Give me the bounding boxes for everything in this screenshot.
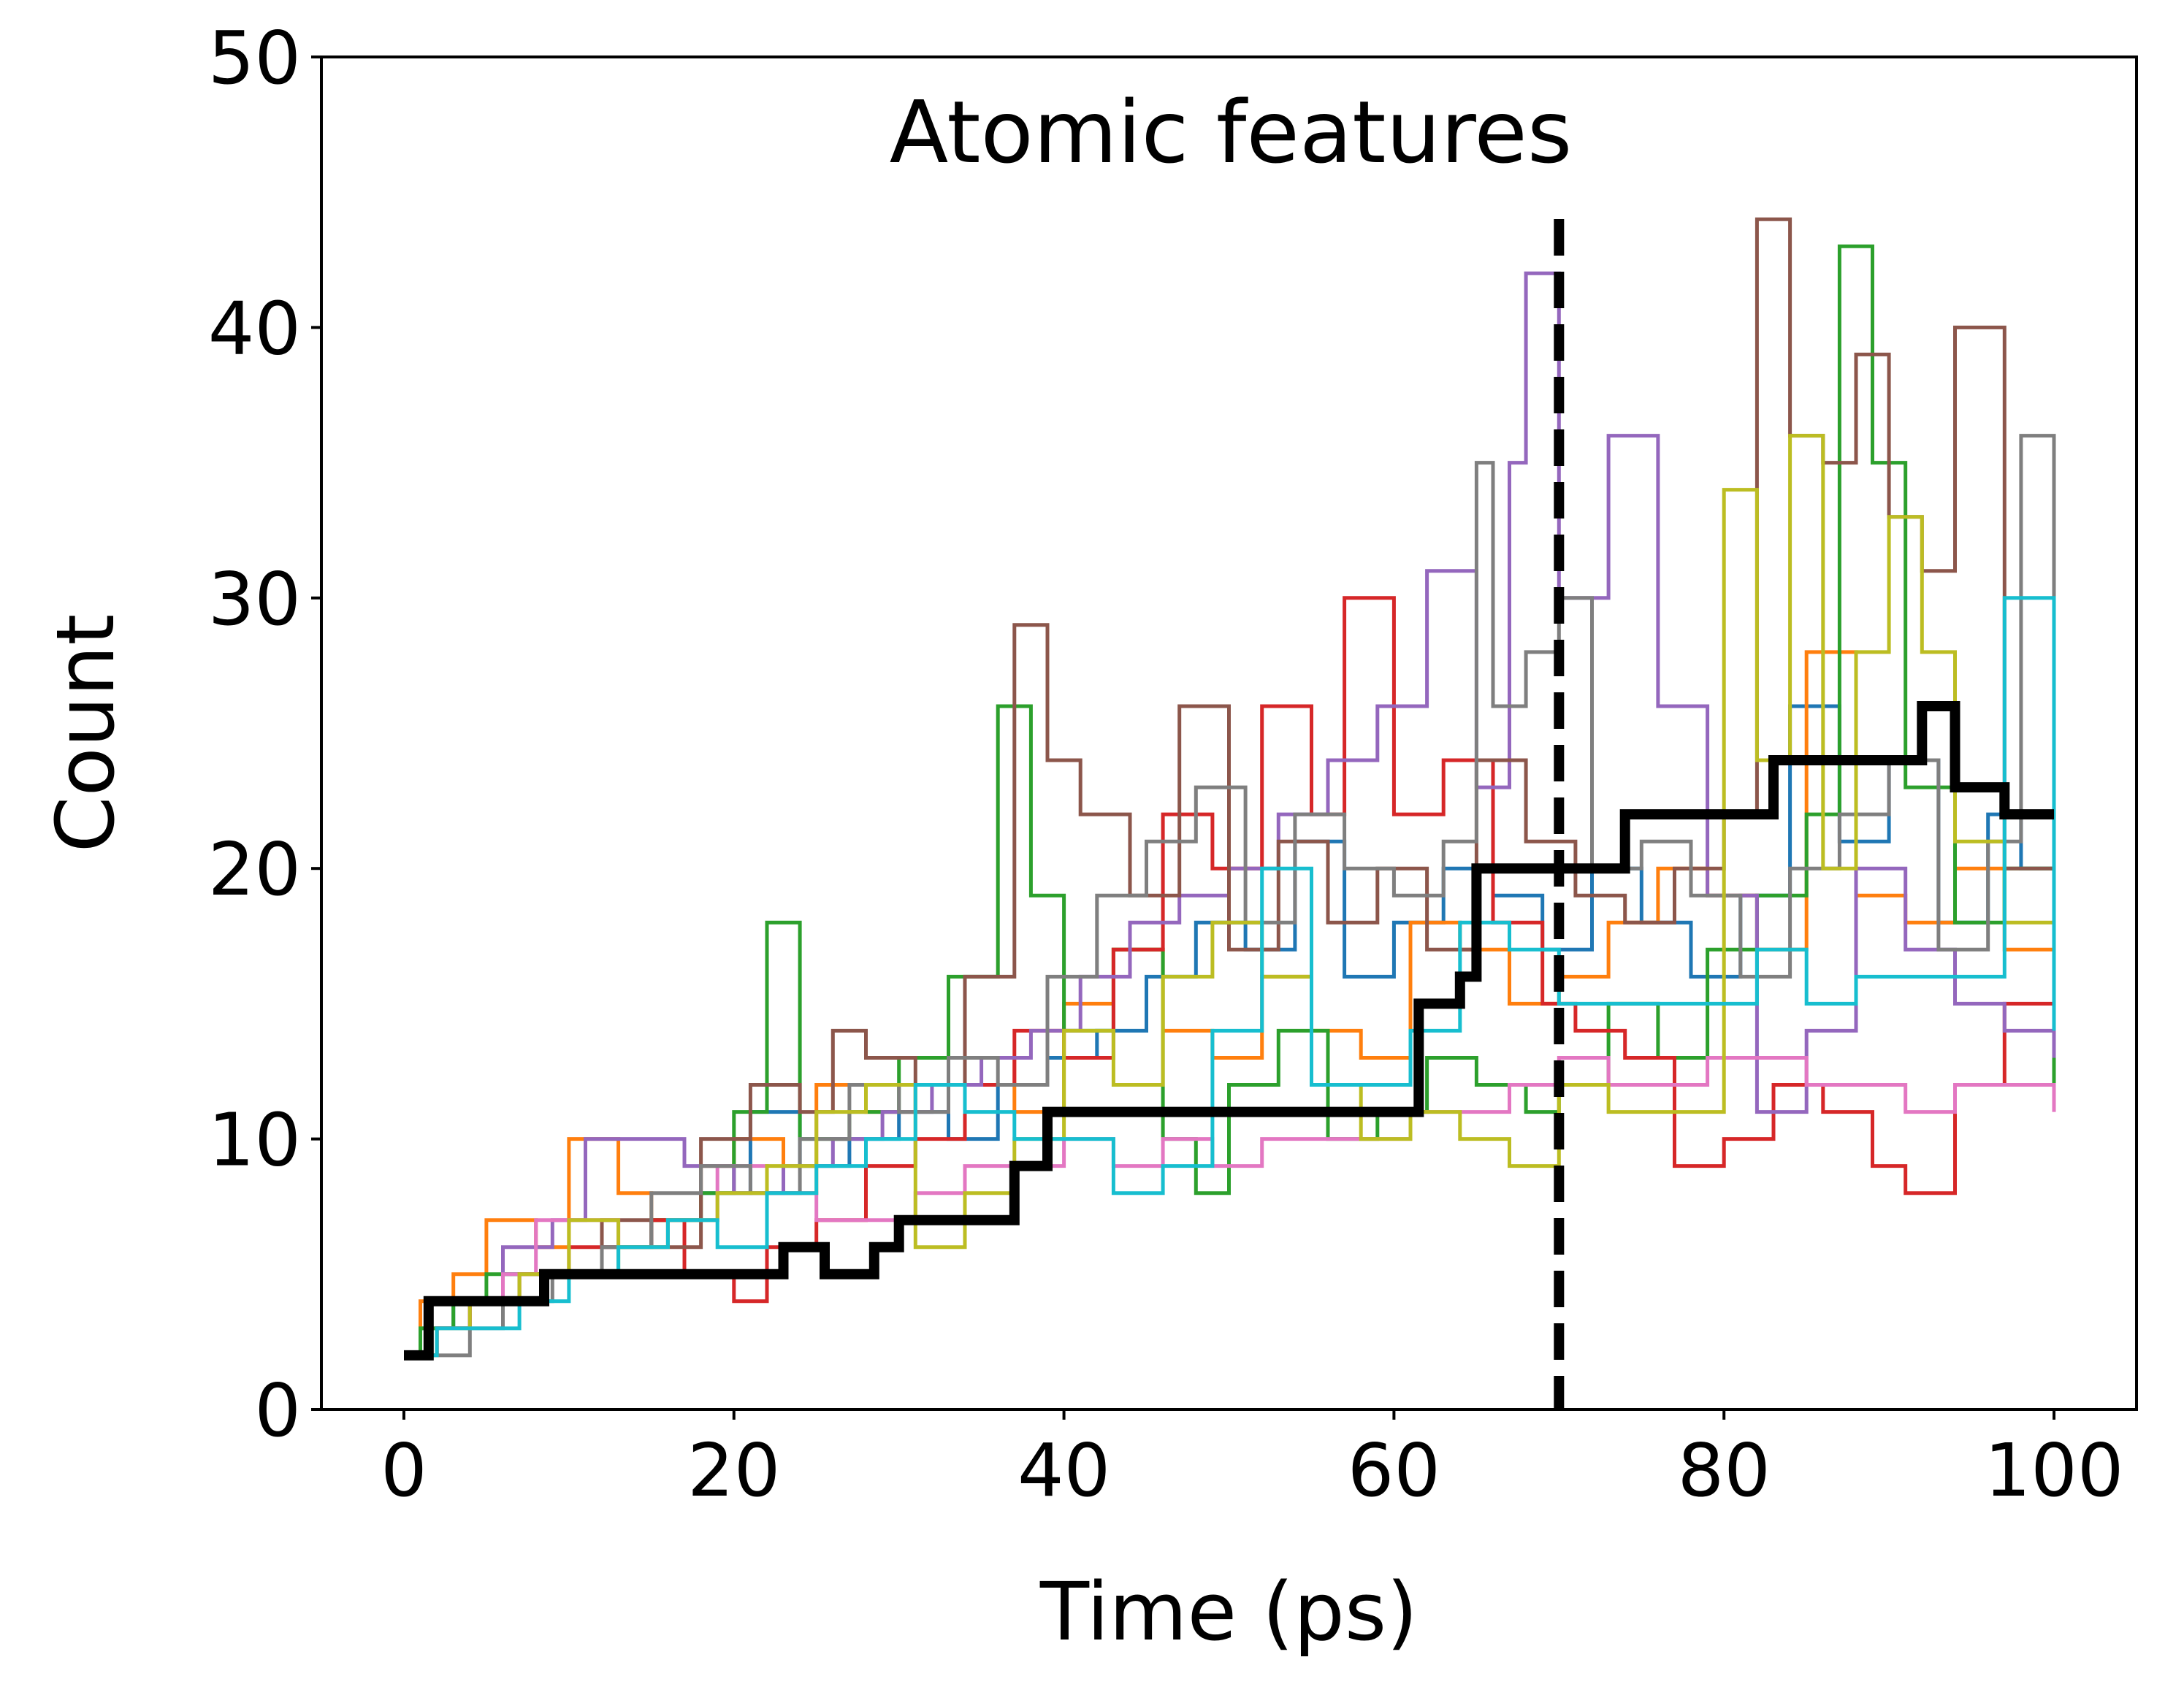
y-tick-label: 50: [208, 15, 301, 101]
series-layer: [404, 217, 2056, 1361]
y-tick-label: 20: [208, 827, 301, 912]
x-tick-label: 100: [1985, 1428, 2124, 1513]
y-axis-ticks: 0 10 20 30 40 50: [208, 15, 321, 1453]
series-line-10: [404, 596, 2056, 1358]
x-tick-label: 0: [381, 1428, 427, 1513]
y-tick-label: 40: [208, 286, 301, 371]
x-tick-label: 60: [1348, 1428, 1440, 1513]
x-axis-title: Time (ps): [1039, 1565, 1418, 1658]
mean-series-line: [404, 701, 2054, 1361]
y-tick-label: 30: [208, 556, 301, 642]
x-axis-ticks: 0 20 40 60 80 100: [381, 1409, 2123, 1513]
x-tick-label: 80: [1678, 1428, 1771, 1513]
x-tick-label: 20: [687, 1428, 780, 1513]
series-line-5: [404, 271, 2056, 1358]
y-tick-label: 10: [208, 1098, 301, 1183]
y-axis-title: Count: [39, 614, 132, 853]
y-tick-label: 0: [254, 1368, 301, 1453]
chart-title: Atomic features: [890, 82, 1573, 183]
x-tick-label: 40: [1017, 1428, 1110, 1513]
plot-frame: [320, 56, 2138, 1411]
